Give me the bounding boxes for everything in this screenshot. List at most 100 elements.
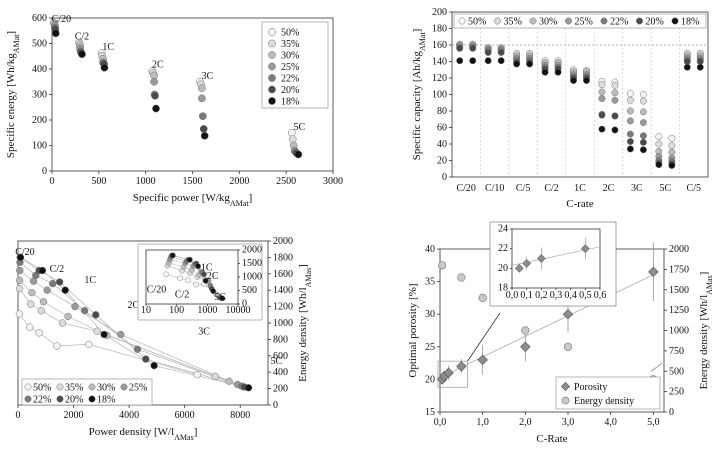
- energy-point: [521, 326, 530, 335]
- data-point: [198, 94, 206, 103]
- inset-data-point: [210, 288, 216, 294]
- x-tick-label: 1,0: [476, 417, 489, 428]
- x-tick-label: 5C: [659, 183, 671, 194]
- x-axis-label: Power density [W/lAMas]: [89, 426, 198, 442]
- legend-label: 50%: [281, 28, 299, 39]
- data-point: [497, 48, 505, 56]
- data-point: [598, 95, 606, 103]
- y-tick-label: 30: [425, 309, 435, 320]
- legend-marker: [268, 85, 276, 94]
- y-tick-label: 300: [32, 90, 47, 101]
- y-tick-label: 200: [432, 7, 447, 18]
- data-point: [37, 307, 45, 315]
- data-point: [15, 284, 24, 293]
- y-tick-label: 80: [437, 106, 447, 117]
- legend-marker: [600, 17, 608, 25]
- y-tick-label: 40: [425, 244, 435, 255]
- legend: 50%35%30%25%22%20%18%: [261, 21, 329, 109]
- x-tick-label: 3C: [631, 183, 643, 194]
- legend-label: 22%: [281, 74, 299, 85]
- data-point: [469, 57, 477, 65]
- legend-marker: [565, 17, 572, 25]
- legend-marker: [494, 17, 501, 25]
- data-point: [51, 29, 60, 38]
- data-point: [598, 81, 606, 89]
- y-tick-label: 100: [32, 141, 47, 152]
- data-point: [583, 77, 590, 84]
- legend-marker: [529, 17, 537, 25]
- y-tick-label: 600: [32, 13, 47, 24]
- y-tick-label: 120: [432, 73, 447, 84]
- data-point: [611, 89, 619, 97]
- data-point: [61, 286, 69, 294]
- data-point: [56, 278, 64, 286]
- data-point: [626, 117, 634, 125]
- data-point: [611, 126, 619, 134]
- y-tick-label: 20: [425, 374, 435, 385]
- y-tick-label: 500: [32, 39, 47, 50]
- data-point: [626, 107, 634, 115]
- annotation: C/2: [75, 32, 89, 43]
- legend-marker: [88, 383, 96, 391]
- energy-point: [478, 293, 487, 303]
- fit-line: [439, 274, 654, 378]
- inset-data-point: [177, 275, 183, 282]
- data-point: [611, 96, 619, 104]
- legend-box: [453, 13, 707, 29]
- x-axis-label: Specific power [W/kgAMat]: [133, 192, 252, 208]
- y2-tick-label: 1750: [669, 264, 689, 275]
- legend-label: 22%: [610, 17, 628, 28]
- inset-y-tick-label: 24: [498, 224, 508, 235]
- data-point: [696, 58, 704, 65]
- legend-marker: [88, 395, 96, 403]
- inset-annotation: 1C: [201, 262, 213, 273]
- data-point: [39, 298, 48, 306]
- annotation: 3C: [202, 71, 214, 82]
- inset-data-point: [163, 271, 169, 278]
- data-point: [611, 112, 619, 120]
- panel-c: 0 2000 4000 6000 800002004006008001000120014…: [15, 236, 312, 442]
- data-point: [64, 312, 72, 321]
- data-point: [81, 307, 89, 315]
- x-tick-label: 1C: [574, 183, 586, 194]
- x-tick-label: C/5: [687, 183, 701, 194]
- porosity-point: [562, 308, 574, 320]
- data-point: [639, 138, 647, 146]
- panel-b: 0 20 40 60 80 100 120 140 160 180 200 C/20 C/10 C/5 C/…: [411, 7, 709, 210]
- y-tick-label: 0: [273, 400, 278, 411]
- legend-marker: [268, 62, 276, 71]
- legend-marker: [120, 383, 128, 391]
- panel-d: 0,0 1,0 2,0 3,0 4,0 5,0 15 20 25 30 35 40 0 250 500 750…: [407, 221, 714, 445]
- inset-y-tick-label: 20: [498, 263, 508, 274]
- porosity-point: [443, 367, 454, 379]
- y-tick-label: 15: [425, 407, 435, 418]
- data-point: [639, 108, 647, 116]
- data-point: [193, 371, 201, 379]
- inset-annotation: 5C: [214, 292, 226, 303]
- data-point: [100, 330, 108, 339]
- data-point: [150, 71, 158, 80]
- x-tick-label: C/10: [485, 183, 504, 194]
- data-point: [626, 145, 634, 153]
- data-point: [200, 131, 209, 140]
- y-axis-label: Specific energy [Wh/kgAMat]: [5, 31, 21, 158]
- x-tick-label: 5,0: [647, 417, 660, 428]
- data-point: [16, 266, 24, 275]
- data-point: [85, 340, 93, 348]
- y2-axis-label: Energy density [Wh/lAMas]: [698, 272, 714, 390]
- data-point: [456, 57, 464, 65]
- annotation: 5C: [270, 356, 282, 367]
- inset-data-point: [219, 295, 226, 302]
- x-tick-label: 500: [91, 176, 106, 187]
- data-point: [696, 63, 704, 71]
- x-tick-label: 3,0: [562, 417, 575, 428]
- data-point: [38, 266, 47, 275]
- inset-x-tick-label: 0,6: [594, 290, 607, 301]
- legend-label: 35%: [281, 39, 299, 50]
- data-point: [93, 327, 101, 335]
- data-point: [655, 161, 663, 169]
- data-point: [668, 148, 676, 156]
- y2-tick-label: 500: [669, 366, 684, 377]
- legend-marker: [24, 383, 32, 391]
- inset-annotation: C/20: [147, 284, 166, 295]
